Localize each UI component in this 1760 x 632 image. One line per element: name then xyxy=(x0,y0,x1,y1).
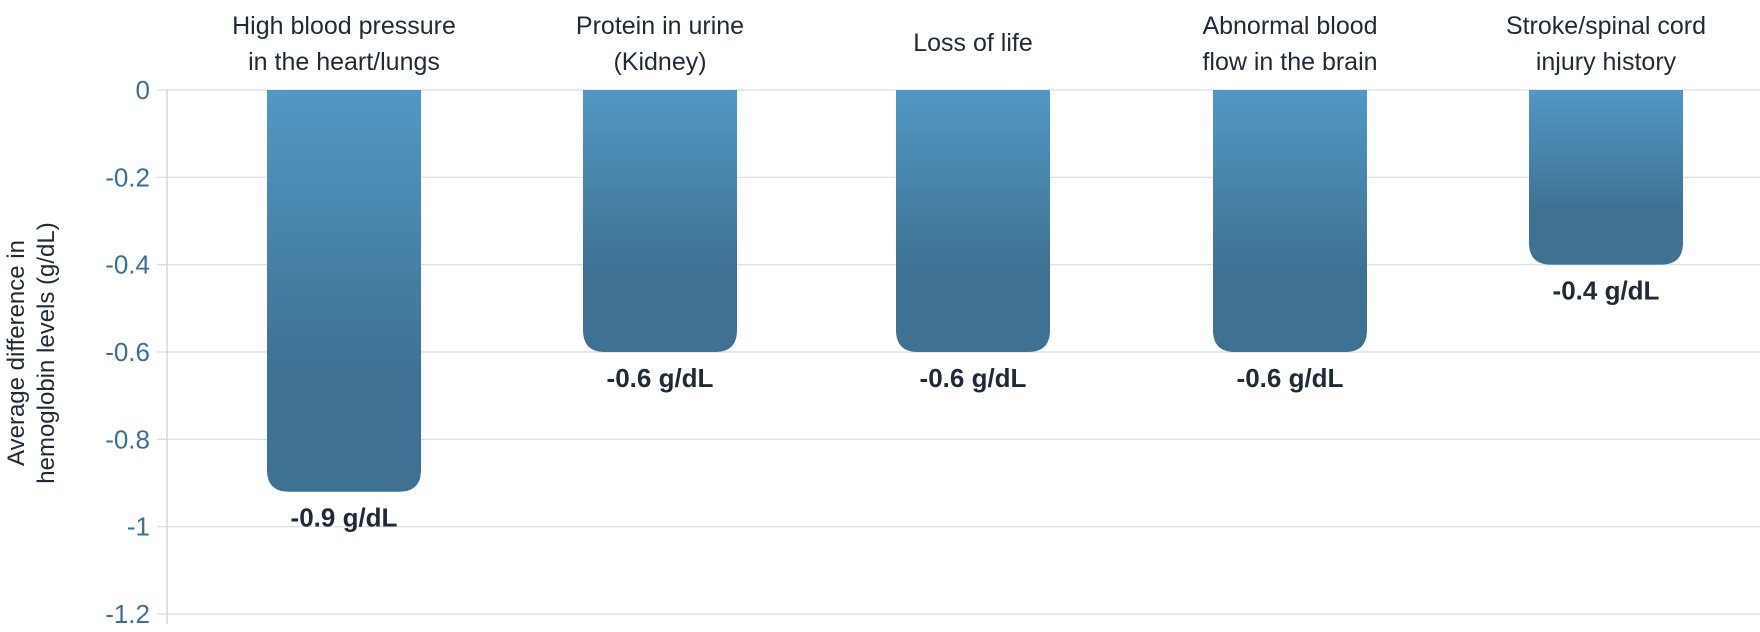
data-label: -0.4 g/dL xyxy=(1553,276,1660,306)
y-tick-label: -0.2 xyxy=(105,162,150,192)
y-axis: 0 -0.2 -0.4 -0.6 -0.8 -1 -1.2 Average differenc… xyxy=(3,75,168,629)
category-label: Loss of life xyxy=(913,29,1033,57)
y-tick-label: 0 xyxy=(136,75,150,105)
y-axis-label: Average difference in hemoglobin levels (… xyxy=(3,222,60,483)
y-tick-label: -1 xyxy=(127,512,150,542)
data-label: -0.6 g/dL xyxy=(1237,363,1344,393)
bar xyxy=(896,90,1050,352)
y-tick-label: -0.4 xyxy=(105,250,150,280)
y-tick-label: -0.8 xyxy=(105,424,150,454)
data-label: -0.6 g/dL xyxy=(607,363,714,393)
bar xyxy=(583,90,737,352)
data-label: -0.6 g/dL xyxy=(920,363,1027,393)
bar xyxy=(1529,90,1683,265)
y-tick-label: -1.2 xyxy=(105,599,150,629)
y-tick-label: -0.6 xyxy=(105,337,150,367)
bar xyxy=(267,90,421,492)
data-label: -0.9 g/dL xyxy=(291,503,398,533)
category-label: Abnormal blood flow in the brain xyxy=(1202,12,1377,76)
bars xyxy=(267,90,1683,492)
category-label: Protein in urine (Kidney) xyxy=(576,12,744,76)
category-label: Stroke/spinal cord injury history xyxy=(1506,12,1706,76)
bar xyxy=(1213,90,1367,352)
category-label: High blood pressure in the heart/lungs xyxy=(232,12,456,76)
labels: -0.9 g/dL High blood pressure in the heart… xyxy=(232,12,1706,533)
